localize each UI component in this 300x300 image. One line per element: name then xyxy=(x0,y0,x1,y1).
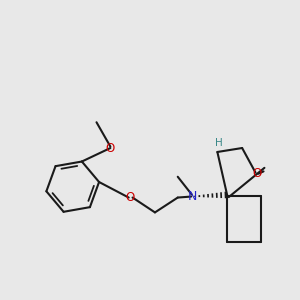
Text: H: H xyxy=(215,138,223,148)
Text: O: O xyxy=(106,142,115,154)
Text: N: N xyxy=(188,190,197,203)
Text: O: O xyxy=(252,167,262,180)
Text: O: O xyxy=(126,191,135,204)
